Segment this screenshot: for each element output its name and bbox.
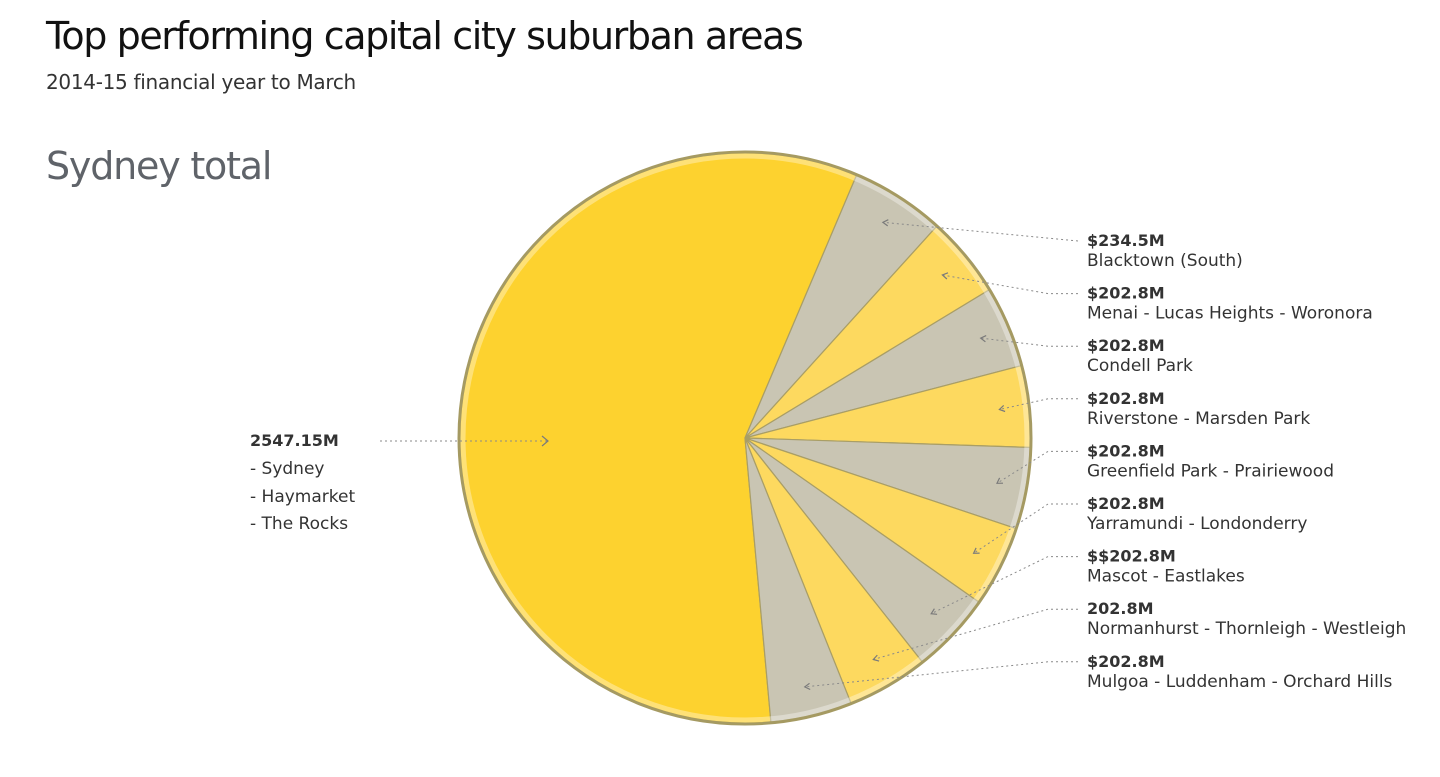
slice-name-label-4: Riverstone - Marsden Park bbox=[1087, 409, 1310, 429]
leader-line-4 bbox=[999, 398, 1078, 410]
slice-name-label-1: Blacktown (South) bbox=[1087, 251, 1243, 271]
slice-value-label-3: $202.8M bbox=[1087, 336, 1165, 355]
leader-arrow-6 bbox=[972, 547, 980, 554]
leader-line-6 bbox=[973, 503, 1078, 554]
slice-value-label-2: $202.8M bbox=[1087, 284, 1165, 303]
main-slice-line-2: - Haymarket bbox=[250, 487, 355, 507]
slice-name-label-6: Yarramundi - Londonderry bbox=[1086, 514, 1307, 534]
leader-arrow-3 bbox=[979, 335, 987, 343]
section-title: Sydney total bbox=[46, 144, 272, 188]
slice-value-label-1: $234.5M bbox=[1087, 231, 1165, 250]
leader-line-9 bbox=[804, 661, 1078, 688]
leader-lines bbox=[380, 219, 1079, 691]
slice-value-label-6: $202.8M bbox=[1087, 494, 1165, 513]
slice-name-label-5: Greenfield Park - Prairiewood bbox=[1087, 461, 1334, 481]
leader-arrow-4 bbox=[998, 404, 1006, 413]
slice-name-label-3: Condell Park bbox=[1087, 356, 1193, 376]
slice-value-label-4: $202.8M bbox=[1087, 389, 1165, 408]
leader-arrow-8 bbox=[872, 654, 880, 662]
leader-arrow-2 bbox=[941, 272, 949, 280]
pie-rim-edge bbox=[457, 150, 1033, 726]
pie-slices bbox=[458, 151, 1032, 725]
pie-rim bbox=[457, 150, 1033, 726]
main-slice-line-1: - Sydney bbox=[250, 459, 324, 479]
leader-line-3 bbox=[980, 337, 1078, 347]
leader-arrow-1 bbox=[881, 219, 889, 227]
slice-value-label-7: $$202.8M bbox=[1087, 547, 1176, 566]
leader-arrow-9 bbox=[803, 682, 811, 691]
main-slice-label: 2547.15M - Sydney - Haymarket - The Rock… bbox=[250, 431, 355, 534]
leader-line-7 bbox=[930, 556, 1078, 615]
leader-arrow-5 bbox=[996, 477, 1004, 484]
leader-line-2 bbox=[942, 274, 1078, 295]
slice-value-label-8: 202.8M bbox=[1087, 599, 1154, 618]
leader-line-5 bbox=[996, 450, 1078, 484]
pie-rim-highlight bbox=[460, 153, 1030, 723]
slice-value-label-5: $202.8M bbox=[1087, 441, 1165, 460]
leader-line-8 bbox=[873, 608, 1078, 660]
slice-name-label-7: Mascot - Eastlakes bbox=[1087, 567, 1245, 587]
main-slice-value: 2547.15M bbox=[250, 431, 339, 450]
slice-name-label-8: Normanhurst - Thornleigh - Westleigh bbox=[1087, 619, 1406, 639]
slice-name-label-2: Menai - Lucas Heights - Woronora bbox=[1087, 304, 1373, 324]
slice-value-label-9: $202.8M bbox=[1087, 652, 1165, 671]
page-subtitle: 2014-15 financial year to March bbox=[46, 70, 356, 94]
leader-arrow-7 bbox=[930, 608, 938, 615]
leader-arrow-main bbox=[541, 435, 549, 447]
slice-name-label-9: Mulgoa - Luddenham - Orchard Hills bbox=[1087, 672, 1393, 692]
main-slice-line-3: - The Rocks bbox=[250, 514, 348, 534]
page-title: Top performing capital city suburban are… bbox=[46, 14, 804, 58]
